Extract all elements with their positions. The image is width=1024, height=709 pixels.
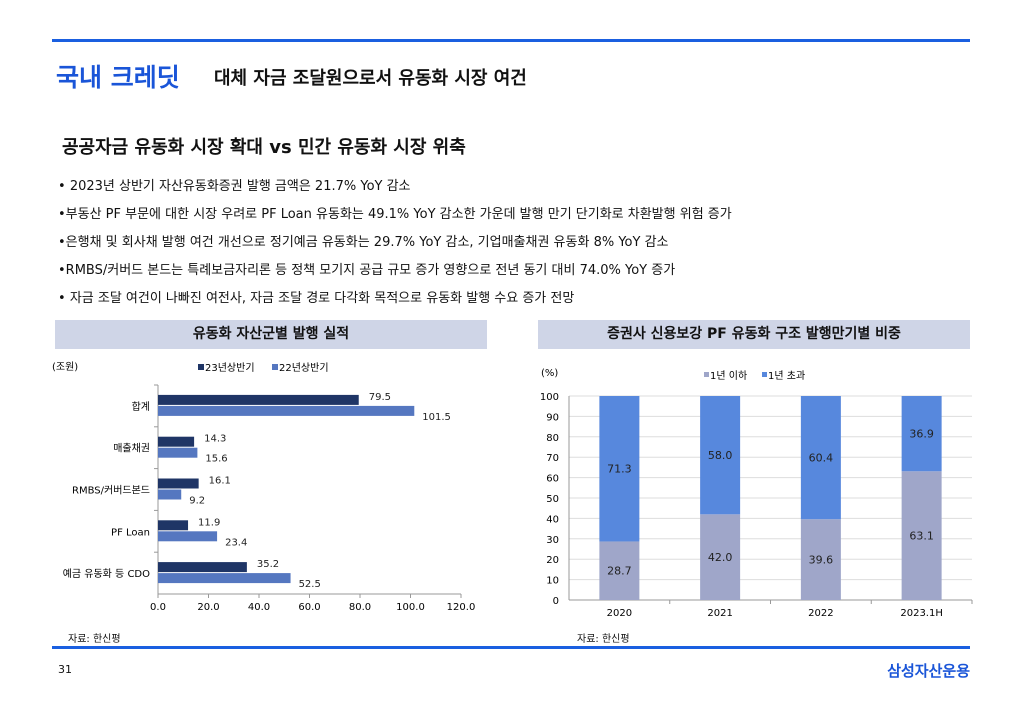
bar <box>158 436 195 447</box>
right-chart-title: 증권사 신용보강 PF 유동화 구조 발행만기별 비중 <box>538 320 970 349</box>
y-tick-label: 60 <box>546 474 559 485</box>
bar-segment <box>800 519 841 600</box>
x-tick-label: 2021 <box>707 608 732 619</box>
bar-segment <box>800 396 841 520</box>
y-tick-label: 90 <box>546 412 559 423</box>
bar <box>158 520 189 531</box>
y-tick-label: 30 <box>546 535 559 546</box>
bullet-item: • 2023년 상반기 자산유동화증권 발행 금액은 21.7% YoY 감소 <box>58 179 411 194</box>
data-label: 35.2 <box>257 559 279 570</box>
x-tick-label: 2020 <box>607 608 632 619</box>
bullet-text: RMBS/커버드 본드는 특례보금자리론 등 정책 모기지 공급 규모 증가 영… <box>65 263 676 278</box>
y-tick-label: 50 <box>546 494 559 505</box>
bar-segment <box>700 396 741 515</box>
bar <box>158 562 247 573</box>
legend-label: 22년상반기 <box>279 362 329 374</box>
unit-label: (조원) <box>52 361 78 373</box>
y-tick-label: 80 <box>546 433 559 444</box>
y-tick-label: 70 <box>546 453 559 464</box>
data-label: 14.3 <box>204 434 226 445</box>
data-label: 101.5 <box>422 412 451 423</box>
legend-label: 1년 이하 <box>710 369 747 382</box>
y-tick-label: 100 <box>540 392 559 403</box>
y-tick-label: 10 <box>546 576 559 587</box>
x-tick-label: 2023.1H <box>900 608 943 619</box>
legend-swatch <box>198 364 204 370</box>
data-label: 63.1 <box>909 530 934 543</box>
left-source: 자료: 한신평 <box>68 634 121 645</box>
data-label: 52.5 <box>299 579 321 590</box>
x-tick-label: 40.0 <box>248 602 270 613</box>
bullet-item: •부동산 PF 부문에 대한 시장 우려로 PF Loan 유동화는 49.1%… <box>58 207 732 222</box>
bar <box>158 394 359 405</box>
data-label: 28.7 <box>607 565 632 578</box>
bottom-divider <box>52 646 970 649</box>
data-label: 15.6 <box>205 454 227 465</box>
data-label: 11.9 <box>198 517 220 528</box>
data-label: 60.4 <box>809 452 834 465</box>
bullet-item: • 자금 조달 여건이 나빠진 여전사, 자금 조달 경로 다각화 목적으로 유… <box>58 291 575 306</box>
x-tick-label: 60.0 <box>298 602 320 613</box>
bar <box>158 489 182 500</box>
bullet-text: 2023년 상반기 자산유동화증권 발행 금액은 21.7% YoY 감소 <box>69 179 411 194</box>
bullet-item: •RMBS/커버드 본드는 특례보금자리론 등 정책 모기지 공급 규모 증가 … <box>58 263 676 278</box>
bar <box>158 531 218 542</box>
y-tick-label: 20 <box>546 555 559 566</box>
legend-swatch <box>704 372 709 377</box>
section-heading: 공공자금 유동화 시장 확대 vs 민간 유동화 시장 위축 <box>62 137 466 158</box>
bar-segment <box>599 396 640 542</box>
left-chart-title: 유동화 자산군별 발행 실적 <box>55 320 487 349</box>
bullet-text: 자금 조달 여건이 나빠진 여전사, 자금 조달 경로 다각화 목적으로 유동화… <box>69 291 575 306</box>
data-label: 16.1 <box>209 476 231 487</box>
x-tick-label: 0.0 <box>150 602 166 613</box>
data-label: 9.2 <box>189 496 205 507</box>
page-subtitle: 대체 자금 조달원으로서 유동화 시장 여건 <box>214 68 527 89</box>
bar-segment <box>901 471 942 600</box>
bar <box>158 405 415 416</box>
legend-swatch <box>272 364 278 370</box>
unit-label: (%) <box>541 368 558 379</box>
page-title: 국내 크레딧 <box>56 63 180 92</box>
bullet-item: •은행채 및 회사채 발행 여건 개선으로 정기예금 유동화는 29.7% Yo… <box>58 235 669 250</box>
x-tick-label: 120.0 <box>447 602 476 613</box>
data-label: 23.4 <box>225 537 247 548</box>
right-stacked-chart: (%) 1년 이하 1년 초과 0 10 20 30 40 50 60 70 80 90 100 2020 2… <box>540 368 973 619</box>
category-label: PF Loan <box>111 527 150 538</box>
category-label: 매출채권 <box>113 443 150 455</box>
legend-label: 23년상반기 <box>205 362 255 374</box>
y-tick-label: 40 <box>546 514 559 525</box>
category-label: 예금 유동화 등 CDO <box>63 568 150 580</box>
legend-label: 1년 초과 <box>768 370 805 382</box>
data-label: 71.3 <box>607 463 632 476</box>
bar <box>158 447 198 458</box>
y-tick-label: 0 <box>553 596 559 607</box>
legend-swatch <box>762 372 767 377</box>
bar-segment <box>901 396 942 472</box>
bullet-text: 부동산 PF 부문에 대한 시장 우려로 PF Loan 유동화는 49.1% … <box>65 207 732 222</box>
bar <box>158 573 291 584</box>
data-label: 79.5 <box>369 392 391 403</box>
x-tick-label: 2022 <box>808 608 833 619</box>
category-label: 합계 <box>132 401 150 413</box>
right-source: 자료: 한신평 <box>577 634 630 645</box>
company-logo: 삼성자산운용 <box>887 662 970 680</box>
data-label: 42.0 <box>708 551 733 564</box>
page-number: 31 <box>58 663 72 676</box>
data-label: 39.6 <box>809 554 834 567</box>
bar-segment <box>700 514 741 600</box>
x-tick-label: 80.0 <box>349 602 371 613</box>
data-label: 36.9 <box>909 428 934 441</box>
x-tick-label: 100.0 <box>396 602 425 613</box>
bar-segment <box>599 541 640 600</box>
top-divider <box>52 39 970 42</box>
bullet-list: • 2023년 상반기 자산유동화증권 발행 금액은 21.7% YoY 감소 … <box>58 176 732 316</box>
bullet-text: 은행채 및 회사채 발행 여건 개선으로 정기예금 유동화는 29.7% YoY… <box>65 235 669 250</box>
category-label: RMBS/커버드본드 <box>72 485 150 497</box>
data-label: 58.0 <box>708 449 733 462</box>
bar <box>158 478 199 489</box>
x-tick-label: 20.0 <box>197 602 219 613</box>
